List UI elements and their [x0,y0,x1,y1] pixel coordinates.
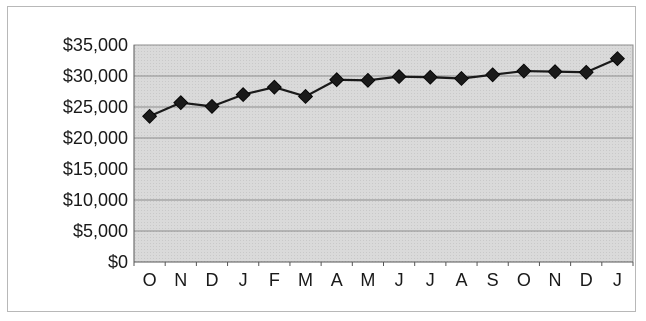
x-tick-label: N [174,270,187,290]
x-tick-label: J [395,270,404,290]
x-tick-label: O [517,270,531,290]
y-tick-label: $5,000 [73,221,128,241]
y-tick-label: $35,000 [63,35,128,55]
data-point-marker [578,64,594,80]
data-point-marker [516,63,532,79]
x-tick-label: A [331,270,343,290]
x-tick-label: M [360,270,375,290]
y-tick-label: $0 [108,252,128,272]
data-point-marker [329,72,345,88]
y-tick-label: $15,000 [63,159,128,179]
x-tick-label: D [580,270,593,290]
x-tick-label: J [239,270,248,290]
x-tick-label: M [298,270,313,290]
y-tick-label: $20,000 [63,128,128,148]
data-point-marker [609,51,625,67]
data-point-marker [235,87,251,103]
data-point-marker [360,72,376,88]
data-point-marker [453,70,470,87]
y-tick-label: $25,000 [63,97,128,117]
axes [133,45,634,266]
data-point-marker [547,64,563,80]
y-tick-label: $30,000 [63,66,128,86]
series-line [149,57,618,118]
series-layer [142,51,625,124]
x-tick-label: S [487,270,499,290]
y-axis-tick-labels: $0 $5,000 $10,000 $15,000 $20,000 $25,000 $30,… [63,35,128,272]
data-point-marker [485,67,501,83]
x-tick-label: J [426,270,435,290]
data-point-marker [142,108,158,124]
x-tick-label: A [455,270,467,290]
x-tick-label: O [143,270,157,290]
data-point-marker [173,95,189,111]
data-point-marker [391,69,407,85]
x-tick-label: D [205,270,218,290]
data-point-marker [266,79,282,95]
data-point-marker [204,98,220,114]
data-point-marker [297,88,314,105]
x-tick-label: F [269,270,280,290]
plot-area [133,44,634,263]
x-tick-label: J [613,270,622,290]
x-tick-label: N [549,270,562,290]
y-tick-label: $10,000 [63,190,128,210]
data-point-marker [422,69,438,85]
